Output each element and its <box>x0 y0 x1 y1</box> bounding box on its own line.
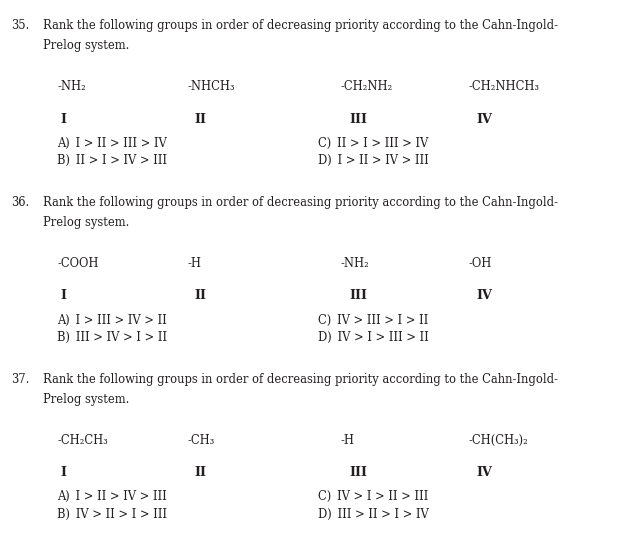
Text: 36.: 36. <box>11 196 30 209</box>
Text: III: III <box>349 466 367 479</box>
Text: D) I > II > IV > III: D) I > II > IV > III <box>318 154 429 167</box>
Text: -OH: -OH <box>468 257 492 270</box>
Text: Rank the following groups in order of decreasing priority according to the Cahn-: Rank the following groups in order of de… <box>43 373 558 385</box>
Text: III: III <box>349 289 367 302</box>
Text: -CH(CH₃)₂: -CH(CH₃)₂ <box>468 434 528 447</box>
Text: Prelog system.: Prelog system. <box>43 39 130 52</box>
Text: B) IV > II > I > III: B) IV > II > I > III <box>57 508 168 521</box>
Text: D) III > II > I > IV: D) III > II > I > IV <box>318 508 429 521</box>
Text: -NH₂: -NH₂ <box>57 80 86 93</box>
Text: A) I > II > IV > III: A) I > II > IV > III <box>57 490 167 503</box>
Text: -NH₂: -NH₂ <box>341 257 369 270</box>
Text: Prelog system.: Prelog system. <box>43 216 130 229</box>
Text: IV: IV <box>476 113 492 125</box>
Text: II: II <box>194 113 206 125</box>
Text: -CH₂NH₂: -CH₂NH₂ <box>341 80 393 93</box>
Text: -CH₃: -CH₃ <box>188 434 215 447</box>
Text: III: III <box>349 113 367 125</box>
Text: Rank the following groups in order of decreasing priority according to the Cahn-: Rank the following groups in order of de… <box>43 19 558 32</box>
Text: C) IV > III > I > II: C) IV > III > I > II <box>318 314 429 326</box>
Text: IV: IV <box>476 466 492 479</box>
Text: 35.: 35. <box>11 19 30 32</box>
Text: 37.: 37. <box>11 373 30 385</box>
Text: Prelog system.: Prelog system. <box>43 393 130 406</box>
Text: I: I <box>61 289 66 302</box>
Text: Rank the following groups in order of decreasing priority according to the Cahn-: Rank the following groups in order of de… <box>43 196 558 209</box>
Text: A) I > II > III > IV: A) I > II > III > IV <box>57 137 167 150</box>
Text: -H: -H <box>341 434 355 447</box>
Text: -COOH: -COOH <box>57 257 99 270</box>
Text: -H: -H <box>188 257 202 270</box>
Text: B) III > IV > I > II: B) III > IV > I > II <box>57 331 168 344</box>
Text: IV: IV <box>476 289 492 302</box>
Text: C) IV > I > II > III: C) IV > I > II > III <box>318 490 429 503</box>
Text: C) II > I > III > IV: C) II > I > III > IV <box>318 137 429 150</box>
Text: A) I > III > IV > II: A) I > III > IV > II <box>57 314 167 326</box>
Text: I: I <box>61 466 66 479</box>
Text: -NHCH₃: -NHCH₃ <box>188 80 236 93</box>
Text: -CH₂CH₃: -CH₂CH₃ <box>57 434 108 447</box>
Text: D) IV > I > III > II: D) IV > I > III > II <box>318 331 429 344</box>
Text: B) II > I > IV > III: B) II > I > IV > III <box>57 154 168 167</box>
Text: I: I <box>61 113 66 125</box>
Text: II: II <box>194 466 206 479</box>
Text: -CH₂NHCH₃: -CH₂NHCH₃ <box>468 80 539 93</box>
Text: II: II <box>194 289 206 302</box>
